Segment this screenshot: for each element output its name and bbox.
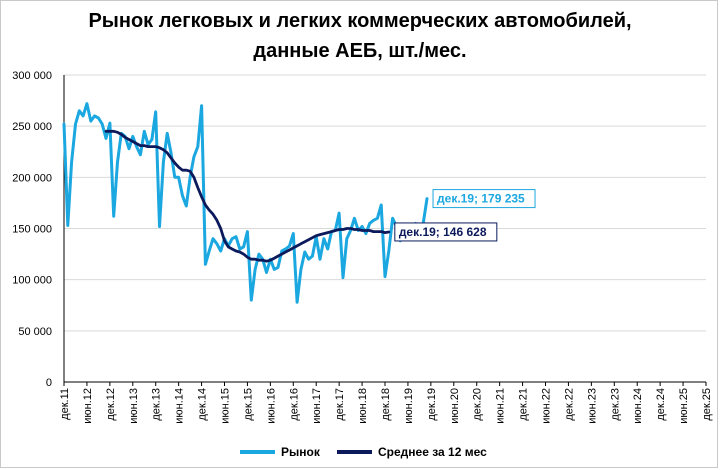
- legend-label-market: Рынок: [281, 445, 321, 459]
- x-tick-label: дек.14: [197, 388, 209, 421]
- x-tick-label: июн.16: [265, 388, 277, 424]
- y-tick-labels: 0 50 000 100 000 150 000 200 000 250 000 300 0…: [12, 70, 52, 389]
- x-tick-label: июн.12: [82, 388, 94, 424]
- y-tick-label: 200 000: [12, 172, 52, 184]
- y-tick-label: 0: [46, 377, 52, 389]
- x-tick-label: дек.25: [701, 388, 713, 421]
- legend: Рынок Среднее за 12 мес: [240, 445, 487, 459]
- axes: [63, 75, 707, 386]
- y-tick-label: 150 000: [12, 224, 52, 236]
- y-tick-label: 50 000: [18, 326, 52, 338]
- x-tick-label: июн.23: [586, 388, 598, 424]
- x-tick-label: дек.19: [426, 388, 438, 421]
- y-tick-label: 300 000: [12, 70, 52, 82]
- x-tick-label: дек.21: [518, 388, 530, 421]
- y-tick-label: 250 000: [12, 121, 52, 133]
- x-tick-label: июн.25: [678, 388, 690, 424]
- series-line-average: [104, 129, 391, 263]
- x-tick-label: дек.22: [563, 388, 575, 421]
- x-tick-label: июн.20: [449, 388, 461, 424]
- x-tick-label: июн.19: [403, 388, 415, 424]
- x-tick-label: дек.15: [242, 388, 254, 421]
- x-tick-label: июн.18: [357, 388, 369, 424]
- chart-title: Рынок легковых и легких коммерческих авт…: [0, 6, 720, 66]
- x-tick-label: дек.24: [655, 388, 667, 421]
- callout-box: [432, 189, 536, 209]
- x-tick-label: дек.16: [288, 388, 300, 421]
- x-tick-label: дек.17: [334, 388, 346, 421]
- x-tick-label: июн.13: [128, 388, 140, 424]
- callouts: дек.19; 179 235 дек.19; 146 628: [394, 189, 536, 242]
- x-tick-label: дек.23: [609, 388, 621, 421]
- x-tick-label: июн.14: [174, 388, 186, 424]
- series-lines: [62, 102, 429, 304]
- x-tick-label: дек.11: [59, 388, 71, 420]
- x-tick-label: июн.17: [311, 388, 323, 424]
- chart-title-line-1: Рынок легковых и легких коммерческих авт…: [88, 10, 632, 32]
- grid-lines: [64, 74, 706, 332]
- x-tick-label: июн.22: [541, 388, 553, 424]
- y-tick-label: 100 000: [12, 275, 52, 287]
- x-tick-label: июн.15: [220, 388, 232, 424]
- callout-label: дек.19; 146 628: [399, 225, 487, 239]
- x-tick-labels: дек.11 июн.12 дек.12 июн.13 дек.13 июн.14 дек.…: [59, 388, 713, 424]
- x-tick-label: дек.20: [472, 388, 484, 421]
- x-tick-label: дек.12: [105, 388, 117, 421]
- x-tick-label: дек.18: [380, 388, 392, 421]
- callout-box: [394, 222, 498, 242]
- callout-label: дек.19; 179 235: [437, 192, 525, 206]
- x-tick-label: июн.24: [632, 388, 644, 424]
- chart-title-line-2: данные АЕБ, шт./мес.: [253, 40, 467, 62]
- x-tick-label: июн.21: [495, 388, 507, 424]
- legend-label-average: Среднее за 12 мес: [378, 445, 487, 459]
- x-tick-label: дек.13: [151, 388, 163, 421]
